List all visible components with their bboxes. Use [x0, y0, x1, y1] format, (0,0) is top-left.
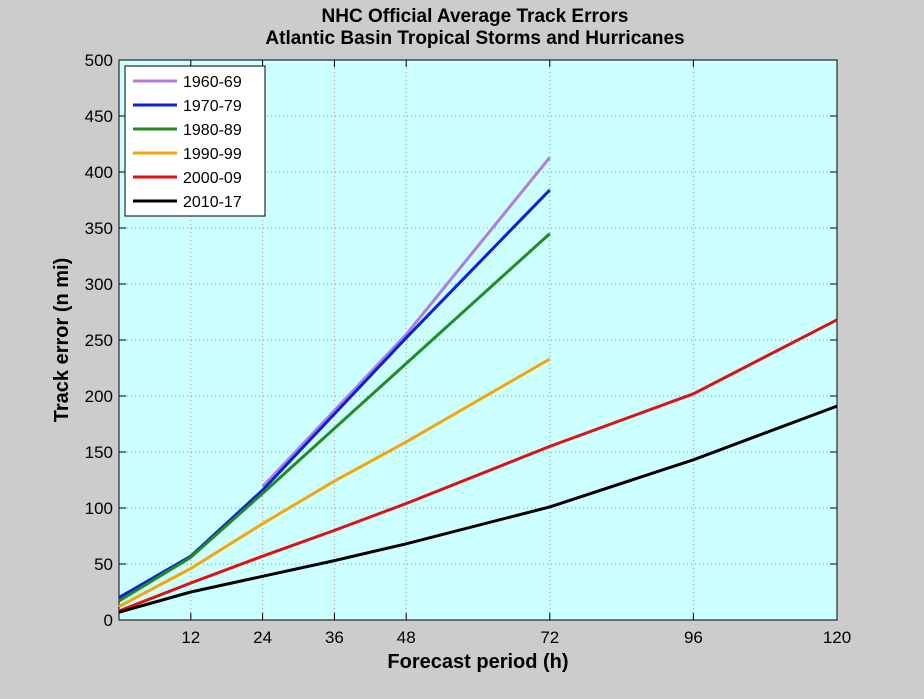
y-tick-label: 400	[85, 163, 113, 182]
y-tick-label: 300	[85, 275, 113, 294]
series-line	[118, 357, 551, 608]
y-tick-label: 200	[85, 387, 113, 406]
y-tick-label: 0	[104, 611, 113, 630]
x-tick-label: 48	[397, 628, 416, 647]
x-tick-label: 12	[181, 628, 200, 647]
series-group	[118, 156, 838, 614]
x-tick-label: 96	[684, 628, 703, 647]
y-tick-label: 350	[85, 219, 113, 238]
series-line	[118, 188, 551, 599]
series-line	[118, 232, 551, 603]
legend-label: 1980-89	[183, 122, 242, 139]
chart-subtitle: Atlantic Basin Tropical Storms and Hurri…	[265, 28, 684, 49]
legend-label: 2010-17	[183, 194, 242, 211]
axes: 0 50 100 150 200 250 300 350 400 450 500 12 24 36 48 72…	[85, 51, 852, 647]
legend-label: 2000-09	[183, 170, 242, 187]
legend-label: 1990-99	[183, 146, 242, 163]
y-axis-label: Track error (n mi)	[51, 258, 73, 423]
series-line	[118, 404, 838, 614]
series-line	[261, 156, 551, 488]
legend: 1960-69 1970-79 1980-89 1990-99 2000-09 2010-…	[124, 65, 266, 217]
y-tick-label: 450	[85, 107, 113, 126]
chart-title: NHC Official Average Track Errors	[322, 6, 629, 27]
x-tick-label: 120	[823, 628, 851, 647]
x-tick-label: 36	[325, 628, 344, 647]
y-tick-label: 150	[85, 443, 113, 462]
legend-box	[124, 65, 266, 217]
y-tick-label: 100	[85, 499, 113, 518]
y-tick-label: 500	[85, 51, 113, 70]
legend-label: 1960-69	[183, 74, 242, 91]
x-axis-label: Forecast period (h)	[387, 651, 568, 673]
y-tick-label: 250	[85, 331, 113, 350]
x-tick-label: 72	[540, 628, 559, 647]
grid	[119, 60, 837, 620]
legend-label: 1970-79	[183, 98, 242, 115]
series-line	[118, 318, 838, 613]
x-tick-label: 24	[253, 628, 272, 647]
y-tick-label: 50	[94, 555, 113, 574]
